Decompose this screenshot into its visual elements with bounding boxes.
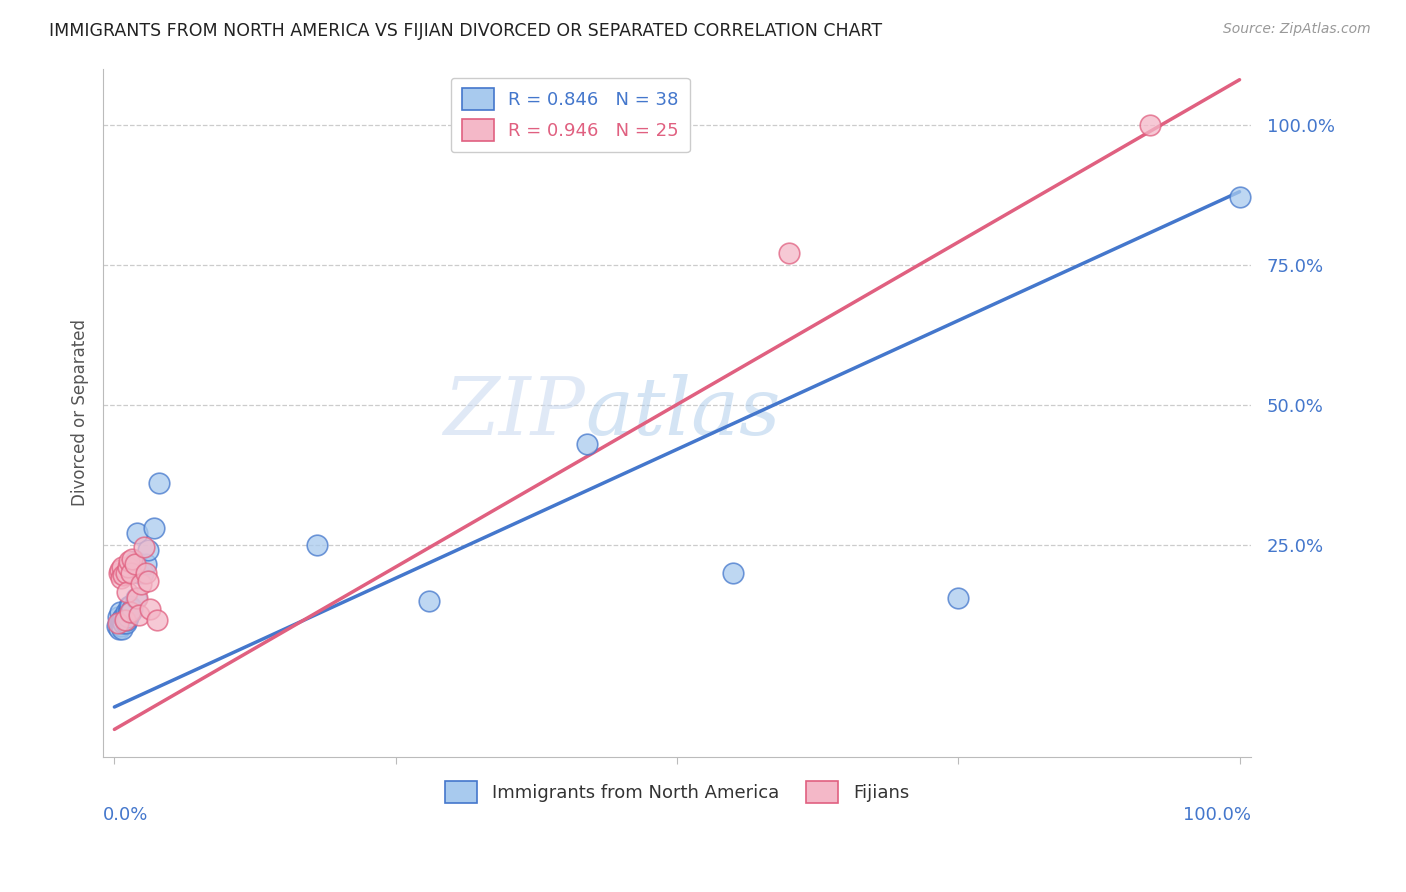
Point — [114, 615, 136, 630]
Point — [1229, 190, 1251, 204]
Point — [575, 436, 598, 450]
Point — [110, 613, 132, 627]
Point — [721, 566, 744, 580]
Point — [120, 605, 142, 619]
Point — [121, 551, 143, 566]
Point — [115, 613, 138, 627]
Point — [114, 605, 136, 619]
Point — [118, 599, 141, 614]
Point — [108, 566, 131, 580]
Point — [124, 554, 146, 568]
Point — [110, 619, 132, 633]
Point — [108, 605, 131, 619]
Point — [136, 543, 159, 558]
Point — [142, 521, 165, 535]
Point — [117, 560, 139, 574]
Text: 100.0%: 100.0% — [1182, 805, 1251, 823]
Point — [128, 607, 150, 622]
Point — [131, 566, 153, 580]
Point — [107, 610, 129, 624]
Point — [115, 585, 138, 599]
Point — [111, 622, 134, 636]
Point — [120, 605, 142, 619]
Point — [125, 526, 148, 541]
Point — [948, 591, 970, 605]
Text: atlas: atlas — [585, 375, 780, 451]
Point — [1139, 118, 1161, 132]
Text: 0.0%: 0.0% — [103, 805, 149, 823]
Point — [135, 557, 157, 571]
Point — [112, 568, 135, 582]
Point — [118, 605, 141, 619]
Point — [120, 566, 142, 580]
Point — [114, 613, 136, 627]
Point — [117, 605, 139, 619]
Point — [148, 475, 170, 490]
Point — [418, 593, 440, 607]
Point — [305, 538, 328, 552]
Point — [121, 602, 143, 616]
Point — [114, 566, 136, 580]
Point — [117, 610, 139, 624]
Point — [139, 602, 162, 616]
Point — [118, 554, 141, 568]
Text: Source: ZipAtlas.com: Source: ZipAtlas.com — [1223, 22, 1371, 37]
Point — [125, 591, 148, 605]
Point — [111, 560, 134, 574]
Text: ZIP: ZIP — [443, 375, 585, 451]
Point — [135, 566, 157, 580]
Point — [112, 610, 135, 624]
Point — [114, 610, 136, 624]
Point — [108, 615, 131, 630]
Legend: Immigrants from North America, Fijians: Immigrants from North America, Fijians — [437, 774, 917, 810]
Point — [105, 619, 128, 633]
Point — [120, 599, 142, 614]
Point — [125, 591, 148, 605]
Text: IMMIGRANTS FROM NORTH AMERICA VS FIJIAN DIVORCED OR SEPARATED CORRELATION CHART: IMMIGRANTS FROM NORTH AMERICA VS FIJIAN … — [49, 22, 883, 40]
Point — [108, 622, 131, 636]
Point — [124, 557, 146, 571]
Point — [110, 571, 132, 585]
Point — [128, 566, 150, 580]
Point — [146, 613, 169, 627]
Point — [779, 246, 801, 260]
Y-axis label: Divorced or Separated: Divorced or Separated — [72, 319, 89, 507]
Point — [108, 563, 131, 577]
Point — [114, 613, 136, 627]
Point — [111, 613, 134, 627]
Point — [107, 615, 129, 630]
Point — [112, 615, 135, 630]
Point — [136, 574, 159, 588]
Point — [132, 541, 155, 555]
Point — [131, 576, 153, 591]
